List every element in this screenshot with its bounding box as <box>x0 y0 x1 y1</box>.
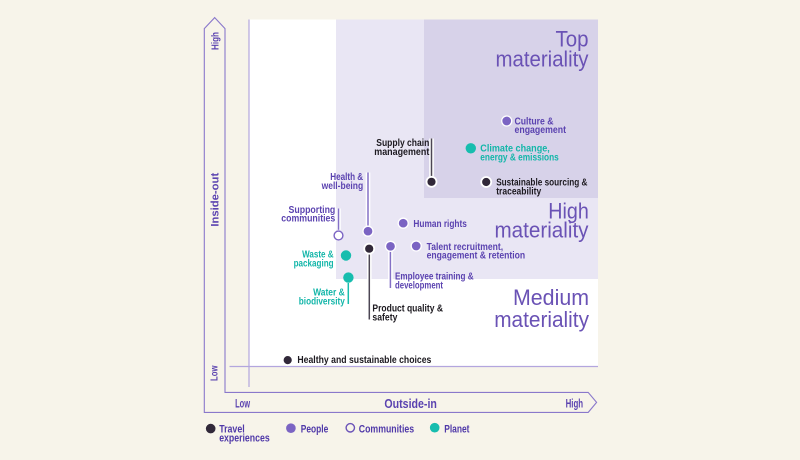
svg-text:Communities: Communities <box>359 423 414 435</box>
svg-text:Employee training &: Employee training & <box>395 272 474 283</box>
svg-text:Culture &: Culture & <box>515 116 554 127</box>
svg-text:safety: safety <box>372 312 397 323</box>
svg-text:Top: Top <box>556 27 589 52</box>
svg-text:High: High <box>566 396 584 410</box>
svg-text:Climate change,: Climate change, <box>480 144 550 155</box>
svg-text:Low: Low <box>235 396 250 410</box>
svg-text:traceability: traceability <box>496 186 541 197</box>
svg-text:Healthy and sustainable choice: Healthy and sustainable choices <box>297 355 431 366</box>
svg-text:Health &: Health & <box>330 172 363 183</box>
svg-text:Product quality &: Product quality & <box>372 304 443 315</box>
svg-text:Planet: Planet <box>444 423 470 435</box>
svg-text:Inside-out: Inside-out <box>210 172 222 226</box>
svg-text:Outside-in: Outside-in <box>384 397 437 411</box>
svg-text:energy & emissions: energy & emissions <box>480 152 559 163</box>
svg-text:Medium: Medium <box>513 285 589 310</box>
svg-text:Water &: Water & <box>313 288 345 299</box>
svg-text:High: High <box>210 32 222 50</box>
svg-text:materiality: materiality <box>494 307 589 332</box>
svg-text:engagement: engagement <box>515 125 567 136</box>
svg-text:Talent recruitment,: Talent recruitment, <box>427 242 504 253</box>
svg-text:development: development <box>395 280 443 291</box>
svg-text:experiences: experiences <box>219 432 270 444</box>
svg-text:materiality: materiality <box>495 218 589 243</box>
svg-text:communities: communities <box>281 214 335 225</box>
svg-text:Waste &: Waste & <box>302 250 334 261</box>
svg-text:Human rights: Human rights <box>413 219 467 230</box>
svg-text:biodiversity: biodiversity <box>299 297 345 308</box>
svg-text:well-being: well-being <box>321 181 363 192</box>
svg-text:High: High <box>548 198 589 223</box>
svg-text:Travel: Travel <box>219 423 245 435</box>
svg-text:packaging: packaging <box>294 259 334 270</box>
svg-text:engagement & retention: engagement & retention <box>427 251 526 262</box>
svg-text:management: management <box>374 147 429 158</box>
svg-text:People: People <box>301 423 329 435</box>
svg-text:Sustainable sourcing &: Sustainable sourcing & <box>496 178 588 189</box>
svg-text:materiality: materiality <box>496 47 589 72</box>
svg-text:Supply chain: Supply chain <box>376 138 429 149</box>
svg-text:Low: Low <box>209 365 221 381</box>
svg-text:Supporting: Supporting <box>289 205 336 216</box>
